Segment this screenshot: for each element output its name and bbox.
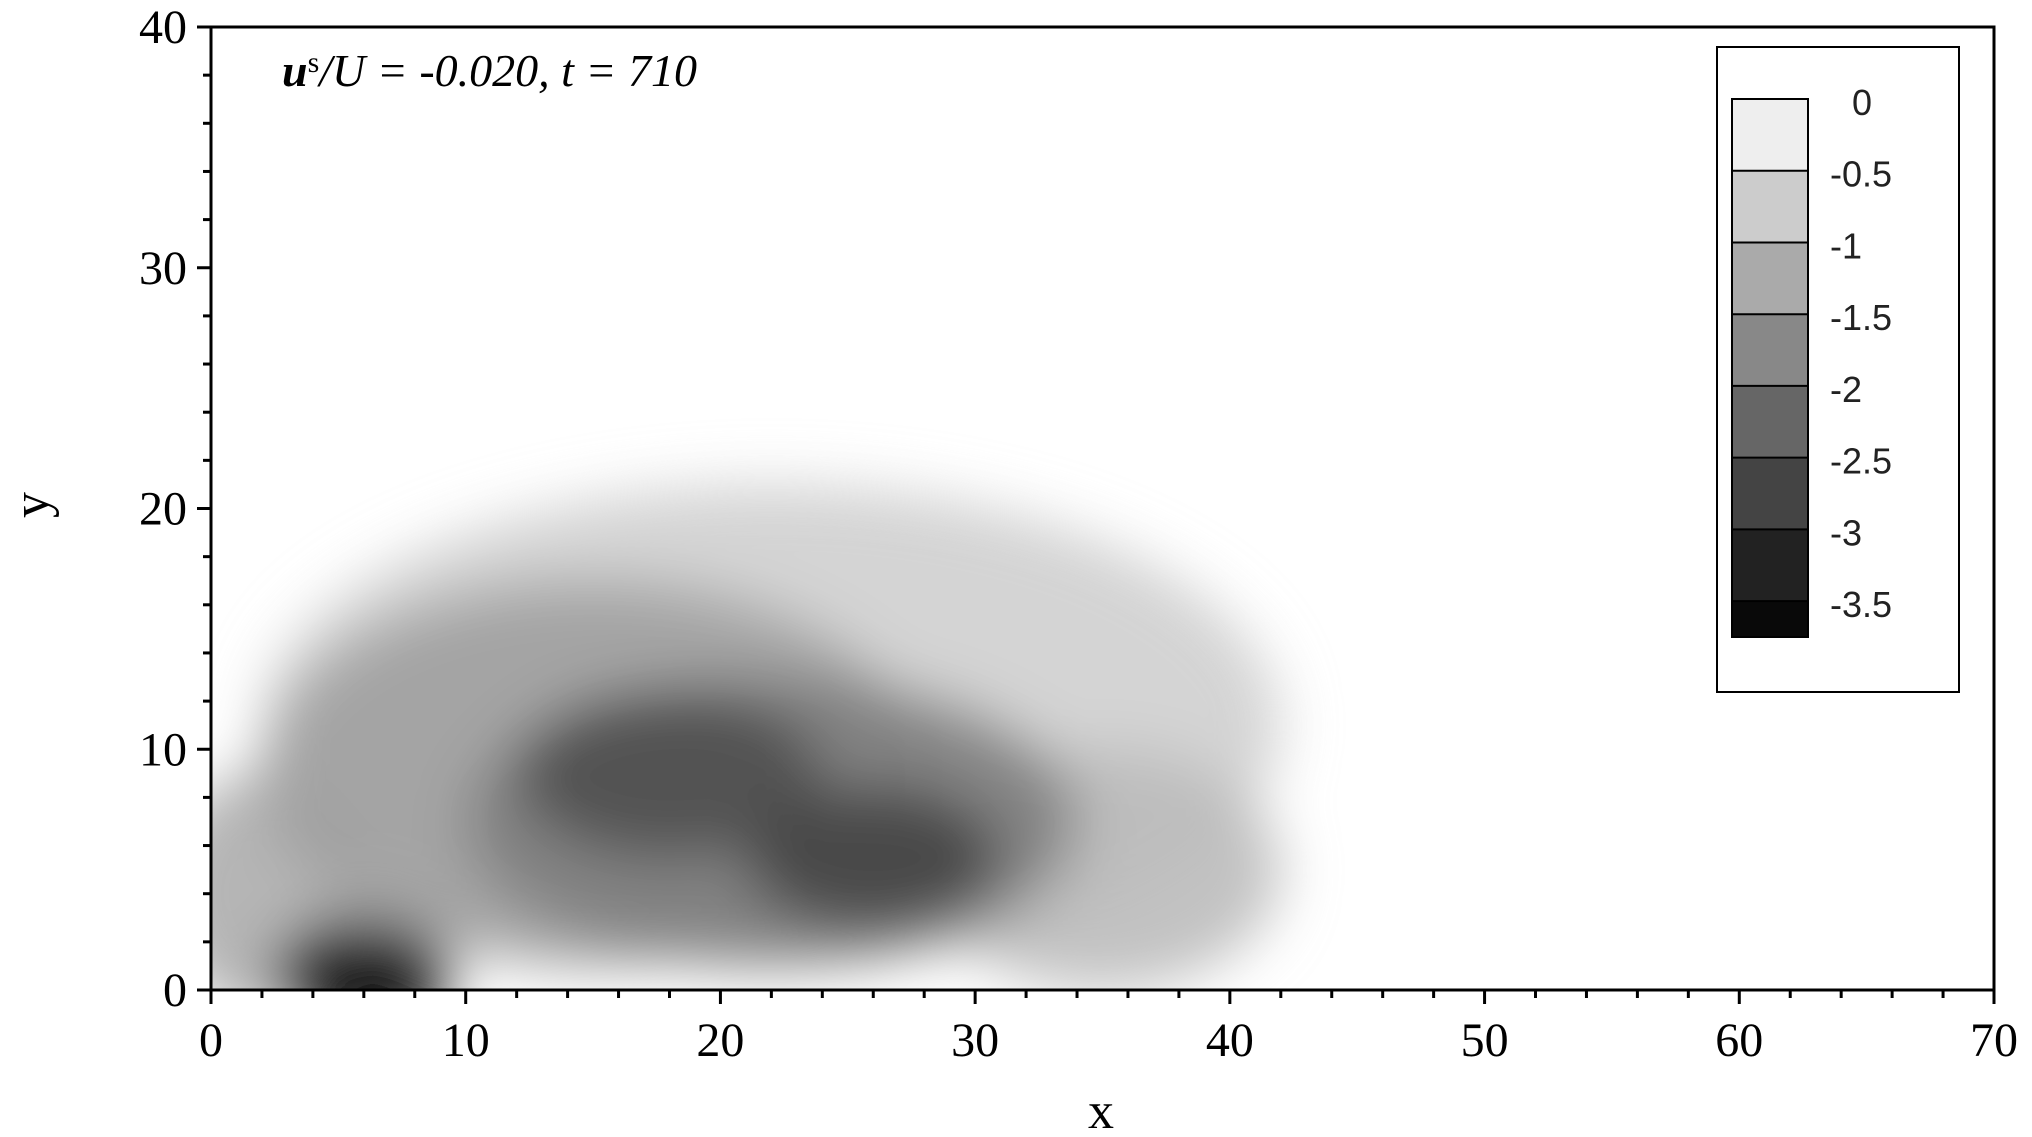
- colorbar-frame: [1731, 98, 1809, 638]
- x-tick-label: 20: [696, 1014, 744, 1067]
- colorbar-label: -3: [1830, 512, 1862, 553]
- x-tick-label: 60: [1715, 1014, 1763, 1067]
- colorbar-label: 0: [1852, 82, 1872, 123]
- field-blob: [745, 785, 1001, 930]
- x-tick-label: 40: [1206, 1014, 1254, 1067]
- field: [211, 484, 1281, 990]
- colorbar-label: -2.5: [1830, 441, 1892, 482]
- colorbar-band: [1732, 99, 1808, 171]
- y-axis-label: y: [3, 492, 60, 518]
- x-tick-label: 30: [951, 1014, 999, 1067]
- annotation-text: /U = -0.020, t = 710: [316, 45, 697, 96]
- colorbar-label: -1: [1830, 225, 1862, 266]
- colorbar-band: [1732, 314, 1808, 386]
- x-tick-label: 50: [1461, 1014, 1509, 1067]
- colorbar-label: -0.5: [1830, 154, 1892, 195]
- y-tick-label: 20: [139, 483, 187, 536]
- colorbar-band: [1732, 457, 1808, 530]
- x-tick-label: 70: [1970, 1014, 2018, 1067]
- x-tick-label: 10: [442, 1014, 490, 1067]
- y-tick-label: 30: [139, 242, 187, 295]
- colorbar-band: [1732, 385, 1808, 458]
- colorbar-band: [1732, 242, 1808, 315]
- y-tick-label: 40: [139, 1, 187, 54]
- annotation-superscript: s: [308, 46, 320, 79]
- y-tick-label: 10: [139, 723, 187, 776]
- colorbar-band: [1732, 601, 1808, 637]
- x-axis-label: x: [1088, 1083, 1114, 1137]
- colorbar-label: -1.5: [1830, 297, 1892, 338]
- annotation-symbol: u: [282, 45, 308, 96]
- colorbar-band: [1732, 170, 1808, 243]
- colorbar-label: -3.5: [1830, 584, 1892, 625]
- colorbar-band: [1732, 529, 1808, 602]
- x-tick-label: 0: [199, 1014, 223, 1067]
- field-blob: [274, 917, 453, 990]
- colorbar-label: -2: [1830, 369, 1862, 410]
- annotation: us/U = -0.020, t = 710: [282, 45, 697, 96]
- field-blob: [516, 689, 823, 858]
- y-tick-label: 0: [163, 964, 187, 1017]
